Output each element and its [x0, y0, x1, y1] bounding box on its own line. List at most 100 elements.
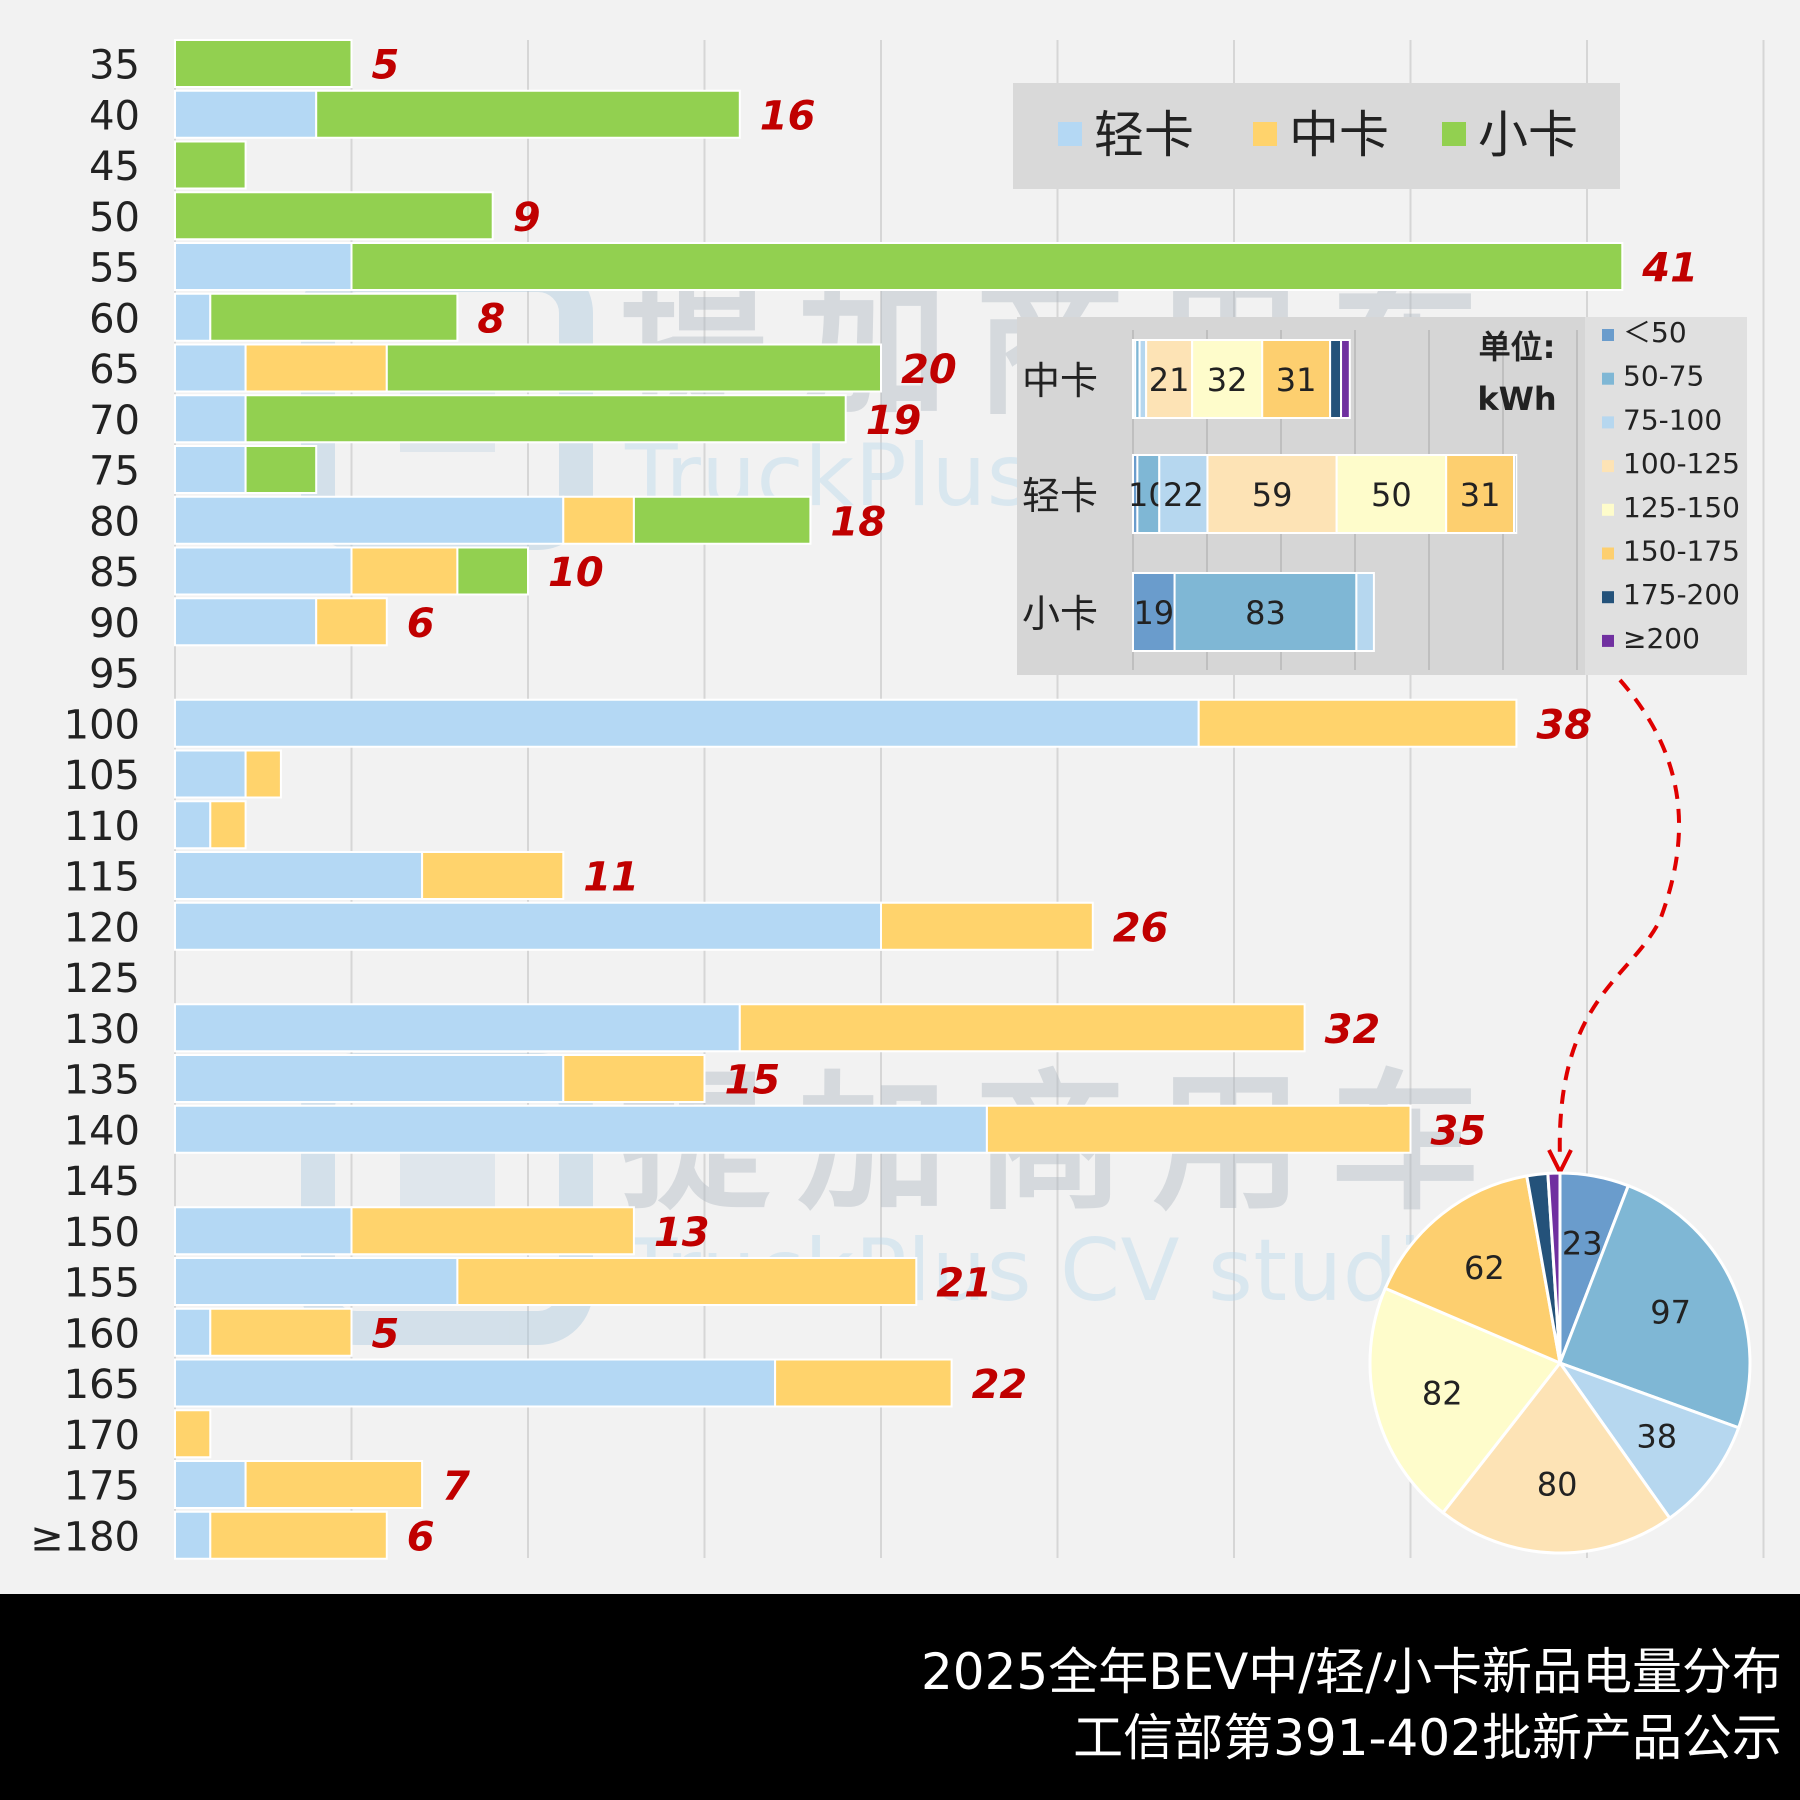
bar-small: [456, 546, 529, 596]
inset-legend-swatch: [1602, 591, 1614, 604]
total-label: 16: [760, 93, 816, 139]
pie-slice: [1383, 1174, 1562, 1366]
bar-light: [174, 89, 318, 139]
bar-light: [174, 292, 212, 342]
inset-category-label: 中卡: [1022, 359, 1098, 403]
y-tick-label: 135: [64, 1058, 140, 1104]
bar-medium: [880, 901, 1094, 951]
bar-light: [174, 1206, 353, 1256]
pie-label: 38: [1636, 1418, 1677, 1456]
bar-medium: [209, 1510, 388, 1560]
inset-data-label: 59: [1252, 476, 1293, 514]
bar-light: [174, 1054, 565, 1103]
y-tick-label: 45: [89, 144, 140, 190]
legend-label: 中卡: [1289, 106, 1389, 164]
y-tick-label: 60: [89, 296, 140, 342]
y-tick-label: 170: [64, 1413, 140, 1459]
y-tick-label: 125: [64, 956, 140, 1002]
inset-legend-label: 75-100: [1623, 403, 1722, 436]
pie-label: 80: [1537, 1466, 1578, 1504]
bar-light: [174, 242, 353, 291]
bar-light: [174, 394, 247, 444]
y-tick-label: 110: [64, 804, 140, 850]
bar-small: [174, 140, 247, 190]
total-label: 7: [442, 1464, 470, 1510]
inset-data-label: 83: [1245, 594, 1286, 632]
inset-legend-label: ≥200: [1623, 622, 1700, 655]
bar-medium: [315, 597, 388, 647]
pie-slice: [1440, 1360, 1672, 1555]
main-legend: 轻卡 中卡 小卡: [1013, 83, 1620, 189]
bar-light: [174, 800, 212, 850]
inset-category-label: 轻卡: [1022, 474, 1098, 518]
inset-segment: [1355, 572, 1375, 652]
total-label: 22: [972, 1362, 1028, 1408]
bar-small: [350, 242, 1624, 291]
legend-swatch: [1442, 122, 1466, 146]
bar-small: [174, 191, 494, 241]
y-tick-label: 160: [64, 1311, 140, 1357]
y-tick-label: 130: [64, 1007, 140, 1053]
inset-legend-label: 125-150: [1623, 491, 1740, 524]
inset-segment: [1513, 454, 1518, 534]
bar-light: [174, 1460, 247, 1509]
inset-legend-swatch: [1602, 503, 1614, 516]
inset-data-label: 31: [1460, 476, 1501, 514]
total-label: 6: [407, 601, 435, 647]
inset-unit-label: 单位:: [1479, 328, 1556, 366]
bar-small: [632, 495, 812, 545]
bar-light: [174, 1510, 212, 1560]
connector-arrow: [1557, 678, 1682, 1161]
inset-legend-swatch: [1602, 634, 1614, 647]
total-label: 41: [1641, 246, 1698, 292]
bar-light: [174, 1358, 777, 1408]
inset-segment: [1206, 454, 1338, 534]
total-label: 8: [477, 296, 505, 342]
bar-small: [209, 292, 459, 342]
y-tick-label: 35: [89, 43, 140, 89]
pie-label: 82: [1422, 1374, 1463, 1412]
legend-swatch: [1253, 122, 1277, 146]
inset-segment: [1191, 339, 1264, 419]
y-tick-label: 165: [64, 1362, 140, 1408]
bar-medium: [562, 1054, 706, 1103]
legend-box: [1013, 83, 1620, 189]
pie-slice: [1546, 1171, 1562, 1364]
bar-light: [174, 597, 318, 647]
bar-light: [174, 445, 247, 494]
inset-segment: [1261, 339, 1332, 419]
inset-segment: [1329, 339, 1343, 419]
total-label: 26: [1113, 905, 1169, 951]
bar-light: [174, 901, 882, 951]
y-tick-label: 155: [64, 1261, 140, 1307]
inset-data-label: 19: [1133, 594, 1174, 632]
main-bars: [174, 39, 1624, 1560]
pie-label: 23: [1562, 1224, 1603, 1262]
bar-light: [174, 343, 247, 393]
y-tick-label: 65: [89, 347, 140, 393]
inset-data-label: 31: [1276, 361, 1317, 399]
bar-medium: [244, 1460, 424, 1509]
bar-small: [315, 89, 741, 139]
inset-segment: [1445, 454, 1516, 534]
bar-medium: [456, 1257, 918, 1306]
bar-light: [174, 1104, 988, 1154]
y-tick-label: 175: [64, 1464, 140, 1510]
bar-medium: [174, 1409, 212, 1459]
bar-medium: [421, 851, 565, 900]
y-tick-label: 100: [64, 702, 140, 748]
y-tick-label: 105: [64, 753, 140, 799]
y-tick-label: 150: [64, 1210, 140, 1256]
total-label: 18: [830, 499, 886, 545]
bar-small: [174, 39, 353, 88]
bar-medium: [738, 1003, 1306, 1053]
bar-medium: [244, 749, 282, 799]
inset-legend-label: 175-200: [1623, 578, 1740, 611]
total-label: 38: [1536, 702, 1592, 748]
pie-slice: [1368, 1286, 1563, 1515]
y-tick-label: 95: [89, 652, 140, 698]
bar-small: [244, 394, 847, 444]
total-label: 13: [654, 1210, 710, 1256]
total-label: 9: [513, 195, 541, 241]
